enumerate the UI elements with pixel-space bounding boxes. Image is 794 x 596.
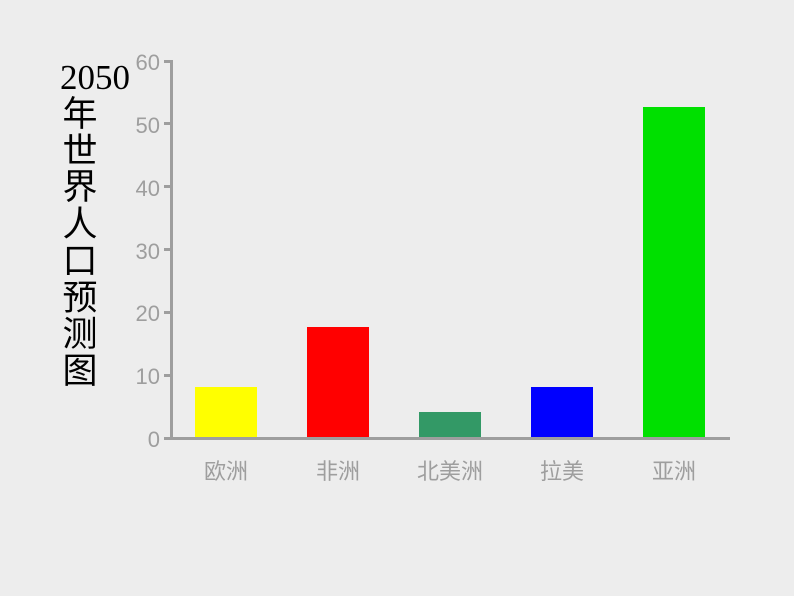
chart-container: 2050 年世界人口预测图 0102030405060欧洲非洲北美洲拉美亚洲: [0, 0, 794, 596]
y-tick-label: 60: [136, 50, 160, 76]
chart-title: 2050 年世界人口预测图: [60, 60, 100, 391]
x-tick-label: 拉美: [540, 454, 584, 486]
bar: [531, 387, 593, 437]
bar: [419, 412, 481, 437]
y-tick-label: 20: [136, 301, 160, 327]
y-tick: [164, 311, 170, 314]
y-tick: [164, 248, 170, 251]
bars-layer: [170, 60, 730, 437]
y-tick: [164, 437, 170, 440]
x-axis: [170, 437, 730, 440]
y-tick: [164, 374, 170, 377]
x-tick-label: 欧洲: [204, 454, 248, 486]
x-tick-label: 非洲: [316, 454, 360, 486]
y-tick-label: 0: [148, 427, 160, 453]
y-tick: [164, 122, 170, 125]
y-tick-label: 50: [136, 113, 160, 139]
y-tick: [164, 185, 170, 188]
bar: [643, 107, 705, 437]
y-tick-label: 10: [136, 364, 160, 390]
y-tick-label: 30: [136, 239, 160, 265]
bar: [307, 327, 369, 437]
plot-area: 0102030405060欧洲非洲北美洲拉美亚洲: [170, 60, 730, 440]
bar: [195, 387, 257, 437]
x-tick-label: 北美洲: [417, 454, 483, 486]
y-tick: [164, 60, 170, 63]
y-tick-label: 40: [136, 176, 160, 202]
x-tick-label: 亚洲: [652, 454, 696, 486]
